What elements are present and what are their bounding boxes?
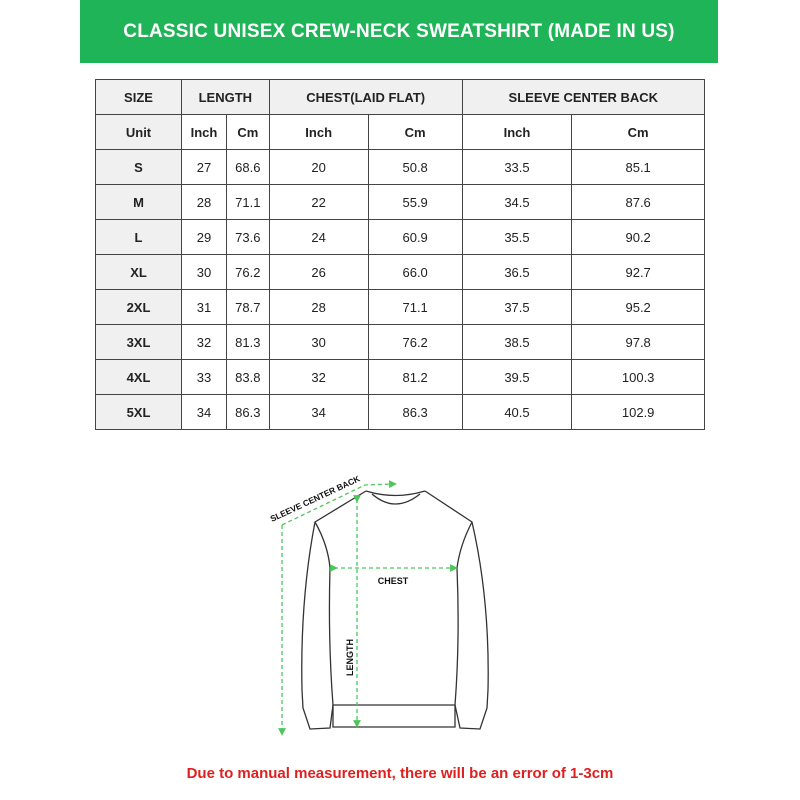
value-cell: 68.6 <box>225 149 270 185</box>
table-row: S 27 68.6 20 50.8 33.5 85.1 <box>95 149 705 185</box>
header-length: LENGTH <box>181 79 270 115</box>
value-cell: 83.8 <box>225 359 270 395</box>
page-title: CLASSIC UNISEX CREW-NECK SWEATSHIRT (MAD… <box>123 20 675 42</box>
value-cell: 35.5 <box>461 219 573 255</box>
unit-label: Unit <box>95 114 182 150</box>
size-cell: 3XL <box>95 324 182 360</box>
value-cell: 90.2 <box>571 219 705 255</box>
value-cell: 33 <box>181 359 227 395</box>
value-cell: 34 <box>181 394 227 430</box>
unit-cell: Inch <box>268 114 369 150</box>
value-cell: 31 <box>181 289 227 325</box>
value-cell: 30 <box>268 324 369 360</box>
value-cell: 87.6 <box>571 184 705 220</box>
header-sleeve: SLEEVE CENTER BACK <box>461 79 706 115</box>
table-row: 5XL 34 86.3 34 86.3 40.5 102.9 <box>95 394 705 430</box>
sweatshirt-outline <box>301 490 489 730</box>
unit-cell: Inch <box>181 114 227 150</box>
value-cell: 22 <box>268 184 369 220</box>
size-cell: XL <box>95 254 182 290</box>
sleeve-label: SLEEVE CENTER BACK <box>269 473 363 524</box>
value-cell: 39.5 <box>461 359 573 395</box>
value-cell: 81.2 <box>367 359 463 395</box>
table-row: 3XL 32 81.3 30 76.2 38.5 97.8 <box>95 324 705 360</box>
value-cell: 97.8 <box>571 324 705 360</box>
value-cell: 34 <box>268 394 369 430</box>
value-cell: 29 <box>181 219 227 255</box>
size-cell: 5XL <box>95 394 182 430</box>
value-cell: 27 <box>181 149 227 185</box>
value-cell: 55.9 <box>367 184 463 220</box>
value-cell: 32 <box>181 324 227 360</box>
value-cell: 36.5 <box>461 254 573 290</box>
value-cell: 60.9 <box>367 219 463 255</box>
unit-cell: Cm <box>225 114 270 150</box>
header-chest: CHEST(LAID FLAT) <box>268 79 463 115</box>
value-cell: 28 <box>268 289 369 325</box>
unit-cell: Cm <box>367 114 463 150</box>
value-cell: 28 <box>181 184 227 220</box>
table-row: XL 30 76.2 26 66.0 36.5 92.7 <box>95 254 705 290</box>
size-cell: M <box>95 184 182 220</box>
value-cell: 95.2 <box>571 289 705 325</box>
value-cell: 71.1 <box>225 184 270 220</box>
value-cell: 32 <box>268 359 369 395</box>
value-cell: 92.7 <box>571 254 705 290</box>
value-cell: 86.3 <box>367 394 463 430</box>
value-cell: 20 <box>268 149 369 185</box>
value-cell: 76.2 <box>367 324 463 360</box>
group-header-row: SIZE LENGTH CHEST(LAID FLAT) SLEEVE CENT… <box>95 79 706 115</box>
value-cell: 66.0 <box>367 254 463 290</box>
table-row: 2XL 31 78.7 28 71.1 37.5 95.2 <box>95 289 705 325</box>
value-cell: 33.5 <box>461 149 573 185</box>
unit-cell: Cm <box>571 114 705 150</box>
value-cell: 102.9 <box>571 394 705 430</box>
sweatshirt-diagram: SLEEVE CENTER BACK CHEST LENGTH <box>269 473 489 736</box>
unit-row: Unit Inch Cm Inch Cm Inch Cm <box>95 114 705 150</box>
size-cell: 4XL <box>95 359 182 395</box>
value-cell: 26 <box>268 254 369 290</box>
value-cell: 81.3 <box>225 324 270 360</box>
value-cell: 37.5 <box>461 289 573 325</box>
chest-label: CHEST <box>378 576 409 586</box>
value-cell: 24 <box>268 219 369 255</box>
value-cell: 73.6 <box>225 219 270 255</box>
value-cell: 38.5 <box>461 324 573 360</box>
size-cell: L <box>95 219 182 255</box>
table-row: 4XL 33 83.8 32 81.2 39.5 100.3 <box>95 359 705 395</box>
size-cell: S <box>95 149 182 185</box>
measurement-note: Due to manual measurement, there will be… <box>186 765 614 782</box>
value-cell: 86.3 <box>225 394 270 430</box>
value-cell: 34.5 <box>461 184 573 220</box>
sleeve-arrow <box>281 480 397 526</box>
table-row: M 28 71.1 22 55.9 34.5 87.6 <box>95 184 705 220</box>
value-cell: 76.2 <box>225 254 270 290</box>
value-cell: 50.8 <box>367 149 463 185</box>
size-cell: 2XL <box>95 289 182 325</box>
value-cell: 85.1 <box>571 149 705 185</box>
value-cell: 40.5 <box>461 394 573 430</box>
title-banner: CLASSIC UNISEX CREW-NECK SWEATSHIRT (MAD… <box>80 0 718 63</box>
value-cell: 100.3 <box>571 359 705 395</box>
value-cell: 71.1 <box>367 289 463 325</box>
size-chart-table: SIZE LENGTH CHEST(LAID FLAT) SLEEVE CENT… <box>95 79 706 430</box>
length-label: LENGTH <box>345 639 355 676</box>
header-size: SIZE <box>95 79 182 115</box>
table-row: L 29 73.6 24 60.9 35.5 90.2 <box>95 219 705 255</box>
value-cell: 78.7 <box>225 289 270 325</box>
value-cell: 30 <box>181 254 227 290</box>
unit-cell: Inch <box>461 114 573 150</box>
